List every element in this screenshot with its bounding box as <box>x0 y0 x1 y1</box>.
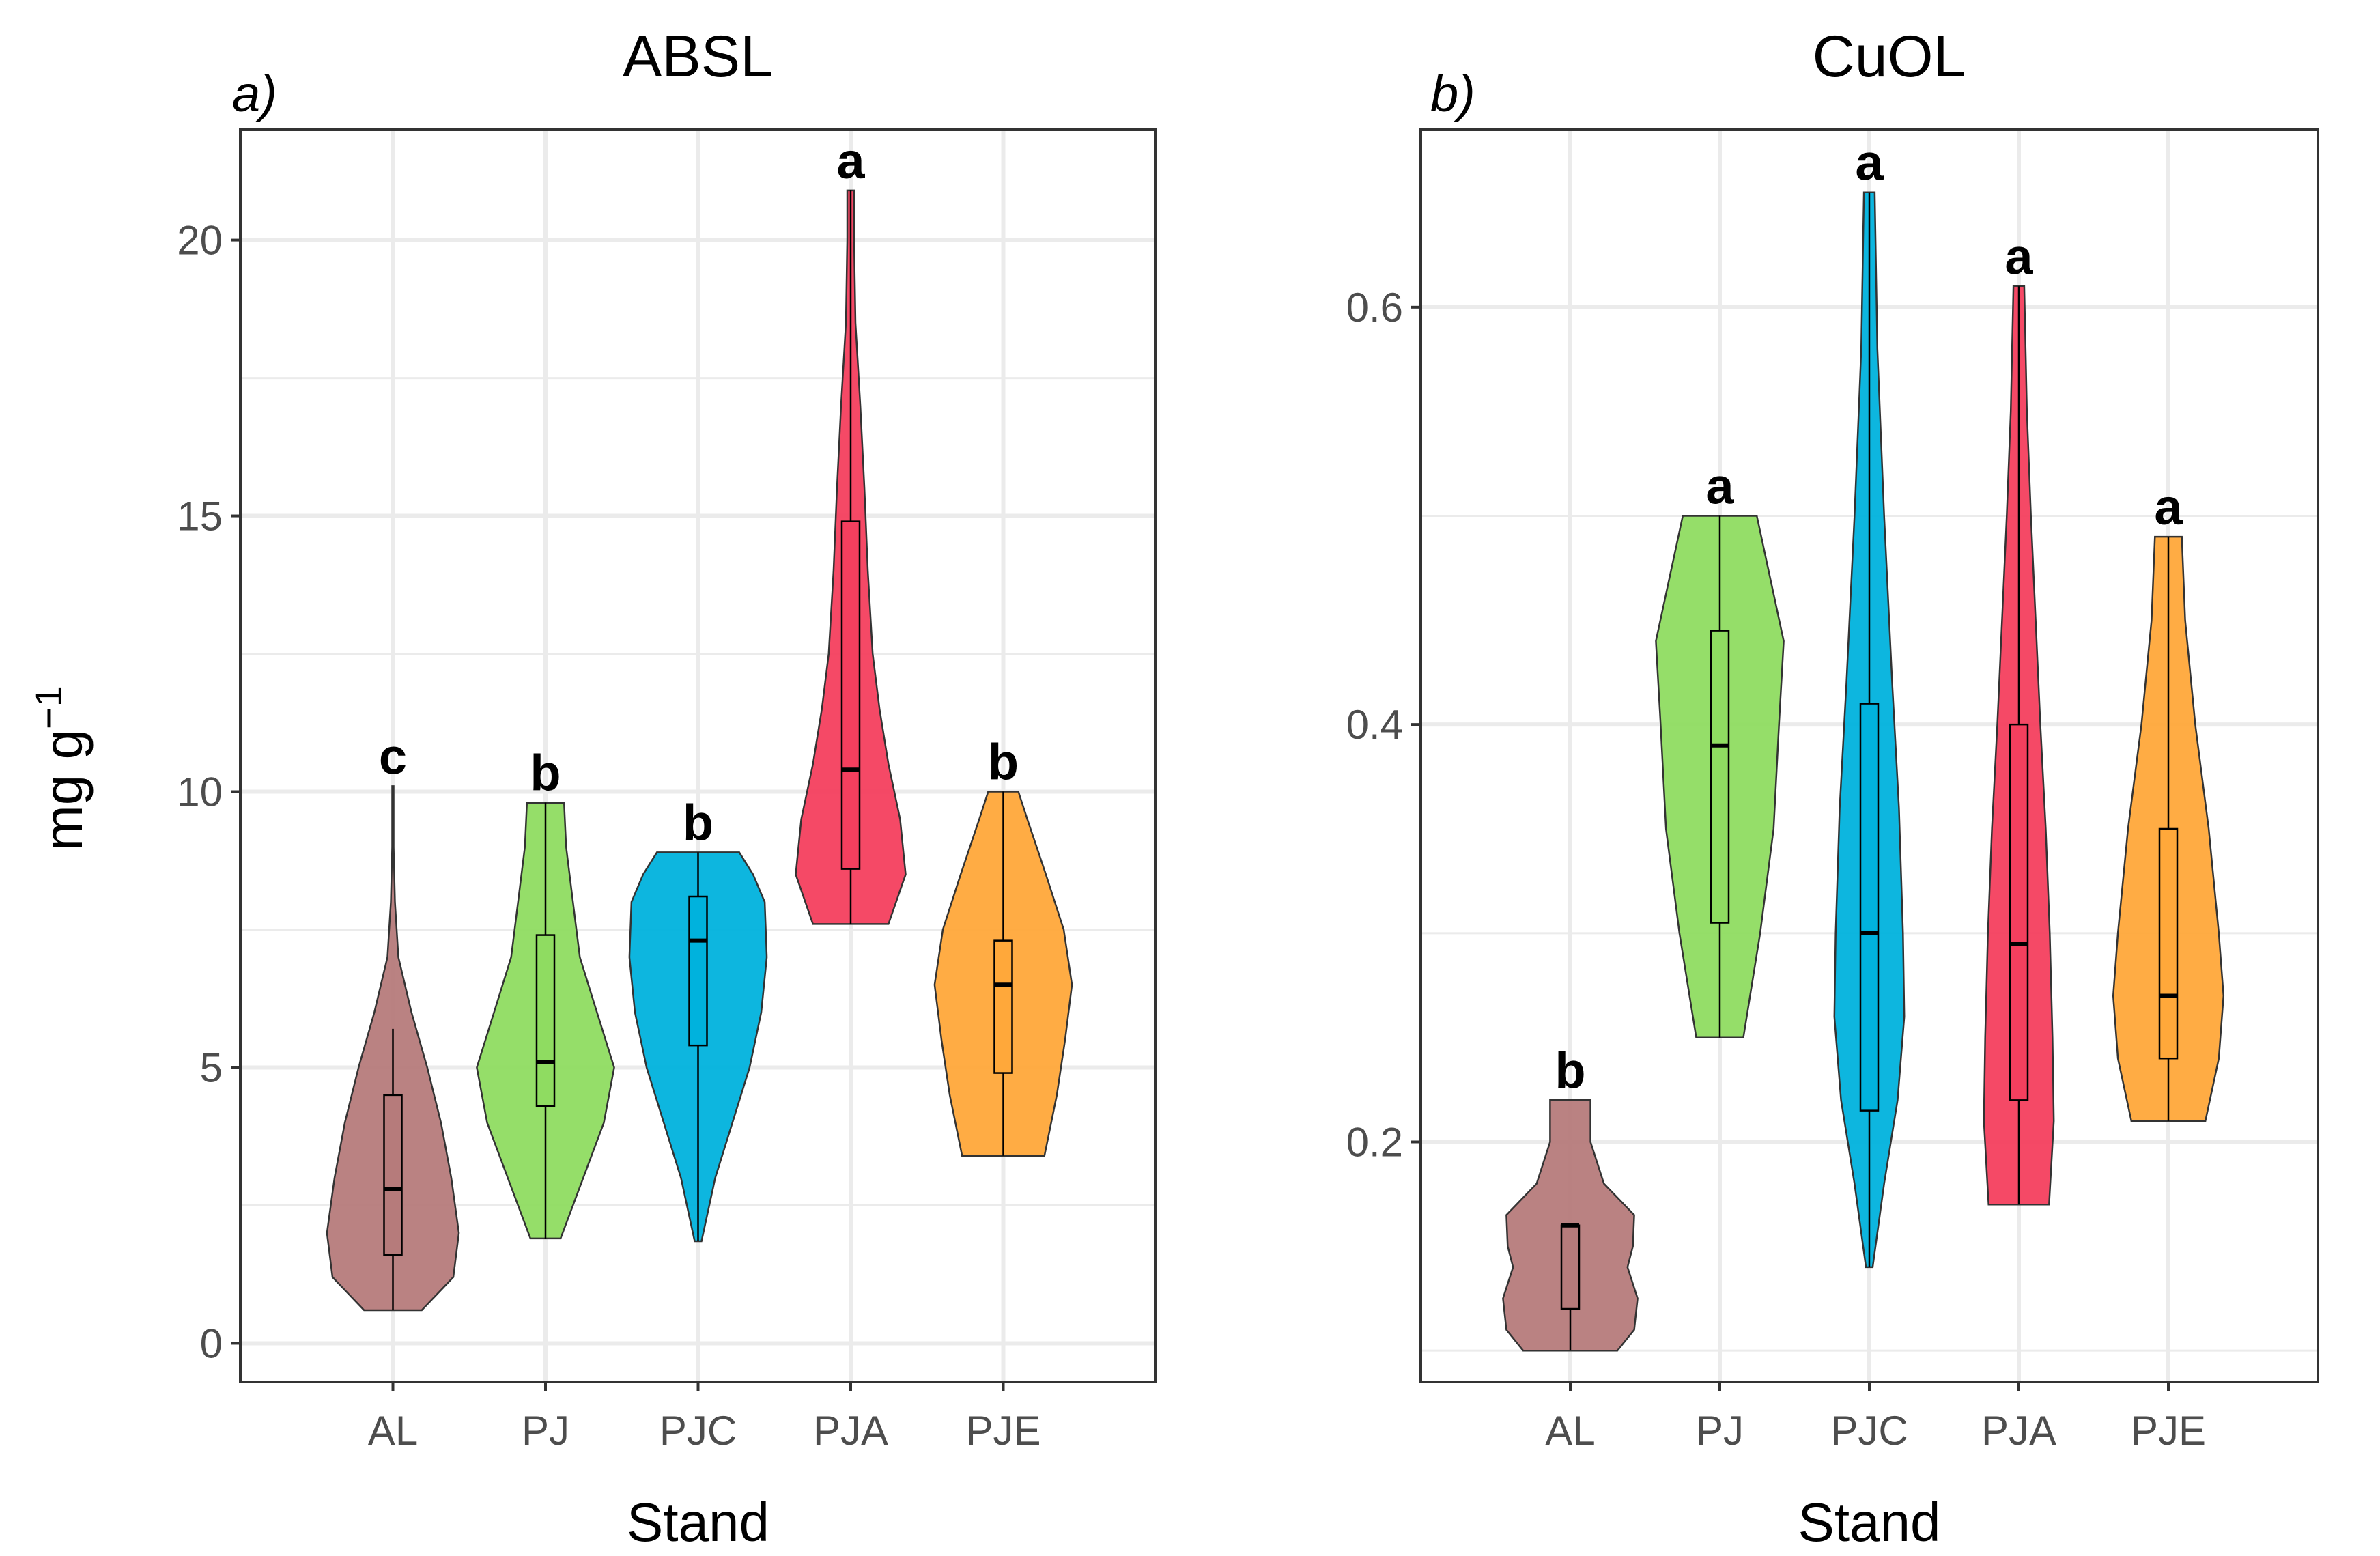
x-axis-title: Stand <box>627 1492 769 1553</box>
panel-title: ABSL <box>623 24 773 89</box>
x-tick-label: PJ <box>1696 1408 1744 1454</box>
box-pje <box>2158 827 2179 1060</box>
panel-tag: a) <box>232 66 277 122</box>
box-al <box>383 1094 403 1256</box>
panel-cuol: b a a a a 0.2 0.4 0.6 AL PJ PJC PJA PJE Stand CuOL b) <box>1346 24 2319 1553</box>
significance-letter-pj: b <box>530 745 561 802</box>
x-tick-label: AL <box>1545 1408 1595 1454</box>
x-tick-label: PJC <box>1830 1408 1908 1454</box>
y-axis-title-superscript: −1 <box>27 685 70 729</box>
panel-title: CuOL <box>1813 24 1966 89</box>
x-tick-label: PJE <box>2131 1408 2206 1454</box>
significance-letter-pja: a <box>836 132 865 189</box>
x-tick-label: PJ <box>522 1408 569 1454</box>
x-tick-label: PJC <box>660 1408 737 1454</box>
x-axis-title: Stand <box>1798 1492 1940 1553</box>
significance-letter-pje: a <box>2154 479 2183 535</box>
y-tick-label: 0.2 <box>1346 1119 1403 1165</box>
significance-letter-pj: a <box>1705 457 1734 514</box>
box-pj <box>1710 630 1730 924</box>
y-tick-label: 0.4 <box>1346 702 1403 748</box>
significance-letter-pjc: b <box>683 794 713 851</box>
box-pja <box>2009 723 2029 1101</box>
y-tick-label: 0.6 <box>1346 285 1403 330</box>
box-al <box>1560 1224 1581 1310</box>
y-tick-label: 10 <box>177 769 223 815</box>
significance-letter-al: c <box>379 728 407 784</box>
significance-letter-al: b <box>1555 1042 1585 1099</box>
x-tick-label: AL <box>368 1408 418 1454</box>
x-tick-label: PJA <box>1981 1408 2056 1454</box>
significance-letter-pje: b <box>988 734 1019 791</box>
y-tick-label: 0 <box>200 1320 223 1366</box>
box-pjc <box>688 895 708 1047</box>
y-axis-title-main: mg g <box>33 729 94 851</box>
y-tick-label: 5 <box>200 1045 223 1090</box>
y-axis-title: mg g−1 <box>27 685 94 851</box>
y-tick-label: 20 <box>177 218 223 264</box>
significance-letter-pja: a <box>2004 228 2033 285</box>
box-pje <box>993 939 1013 1074</box>
box-pjc <box>1859 703 1880 1112</box>
significance-letter-pjc: a <box>1855 135 1884 191</box>
y-tick-label: 15 <box>177 494 223 539</box>
box-pja <box>840 520 861 870</box>
x-tick-label: PJE <box>965 1408 1040 1454</box>
panel-absl: c b b a b 0 5 10 15 20 AL PJ PJC PJA PJE Stand ABSL a) <box>177 24 1157 1553</box>
box-pj <box>535 934 556 1107</box>
panel-tag: b) <box>1430 66 1475 122</box>
x-tick-label: PJA <box>813 1408 888 1454</box>
